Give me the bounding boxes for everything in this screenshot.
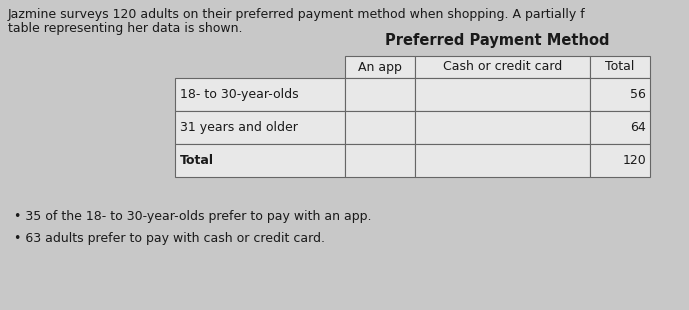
Bar — [590, 144, 650, 177]
Text: 56: 56 — [630, 88, 646, 101]
Bar — [345, 78, 415, 111]
Bar — [590, 111, 650, 144]
Bar — [590, 56, 650, 78]
Text: 64: 64 — [630, 121, 646, 134]
Text: Jazmine surveys 120 adults on their preferred payment method when shopping. A pa: Jazmine surveys 120 adults on their pref… — [8, 8, 586, 21]
Text: 31 years and older: 31 years and older — [180, 121, 298, 134]
Bar — [345, 56, 415, 78]
Text: Cash or credit card: Cash or credit card — [443, 60, 562, 73]
Text: Total: Total — [606, 60, 635, 73]
Bar — [175, 78, 345, 111]
Bar — [345, 111, 415, 144]
Bar — [175, 144, 345, 177]
Text: • 63 adults prefer to pay with cash or credit card.: • 63 adults prefer to pay with cash or c… — [14, 232, 325, 245]
Text: Total: Total — [180, 154, 214, 167]
Bar — [415, 78, 590, 111]
Bar — [415, 144, 590, 177]
Text: • 35 of the 18- to 30-year-olds prefer to pay with an app.: • 35 of the 18- to 30-year-olds prefer t… — [14, 210, 371, 223]
Bar — [345, 144, 415, 177]
Bar — [175, 111, 345, 144]
Text: table representing her data is shown.: table representing her data is shown. — [8, 22, 243, 35]
Bar — [415, 56, 590, 78]
Text: An app: An app — [358, 60, 402, 73]
Bar — [590, 78, 650, 111]
Text: Preferred Payment Method: Preferred Payment Method — [385, 33, 610, 48]
Text: 18- to 30-year-olds: 18- to 30-year-olds — [180, 88, 298, 101]
Text: 120: 120 — [622, 154, 646, 167]
Bar — [415, 111, 590, 144]
